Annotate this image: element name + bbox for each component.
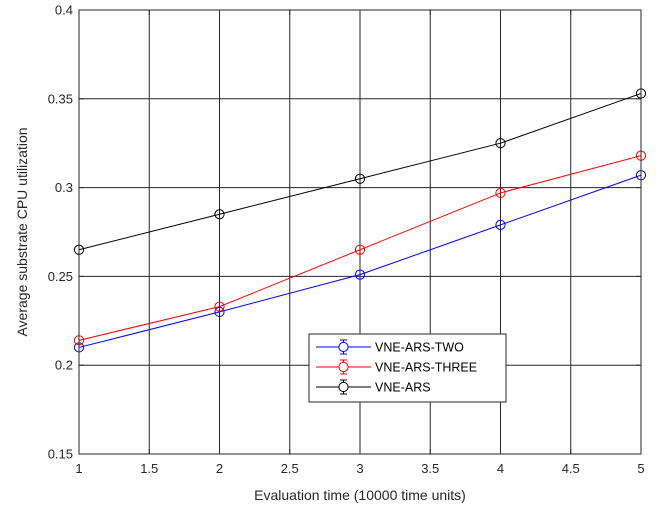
series-vne-ars: [73, 88, 647, 255]
legend-label: VNE-ARS-TWO: [375, 341, 464, 355]
legend-entry: VNE-ARS: [316, 379, 431, 395]
data-point: [214, 209, 225, 220]
data-point: [354, 244, 366, 255]
y-tick-label: 0.25: [48, 269, 73, 284]
legend-marker: [338, 361, 349, 373]
data-point: [495, 219, 506, 230]
legend: VNE-ARS-TWO VNE-ARS-THREE VNE-ARS: [308, 333, 507, 403]
legend-label: VNE-ARS: [375, 381, 431, 395]
x-tick-label: 3: [356, 461, 363, 476]
x-tick-label: 1: [75, 461, 82, 476]
y-tick-label: 0.15: [48, 447, 73, 462]
data-point: [214, 301, 225, 312]
legend-label: VNE-ARS-THREE: [375, 361, 477, 375]
legend-marker: [338, 341, 349, 353]
x-tick-label: 4: [497, 461, 504, 476]
series-layer: [73, 88, 647, 353]
x-tick-label: 1.5: [140, 461, 158, 476]
y-tick-label: 0.35: [48, 91, 73, 106]
legend-marker: [338, 381, 349, 393]
data-point: [214, 306, 225, 318]
data-point: [354, 269, 366, 280]
series-line: [78, 93, 642, 251]
data-point: [495, 138, 506, 149]
series-line: [78, 174, 642, 348]
y-tick-label: 0.3: [55, 180, 73, 195]
y-tick-label: 0.2: [55, 358, 73, 373]
x-tick-label: 5: [637, 461, 644, 476]
y-tick-label: 0.4: [55, 3, 73, 18]
x-tick-label: 3.5: [421, 461, 439, 476]
y-axis-label: Average substrate CPU utilization: [14, 127, 30, 336]
series-line: [78, 155, 642, 341]
x-tick-label: 2.5: [281, 461, 299, 476]
x-tick-label: 2: [216, 461, 223, 476]
legend-entry: VNE-ARS-TWO: [316, 339, 464, 355]
data-point: [354, 173, 366, 184]
x-tick-label: 4.5: [562, 461, 580, 476]
x-axis-label: Evaluation time (10000 time units): [254, 487, 466, 503]
axis-ticks: 1 1.5 2 2.5 3 3.5 4 4.5 5 0.15 0.2 0.25 0.3 0.35 0.4: [48, 3, 645, 477]
data-point: [495, 187, 506, 199]
legend-entry: VNE-ARS-THREE: [316, 359, 477, 375]
